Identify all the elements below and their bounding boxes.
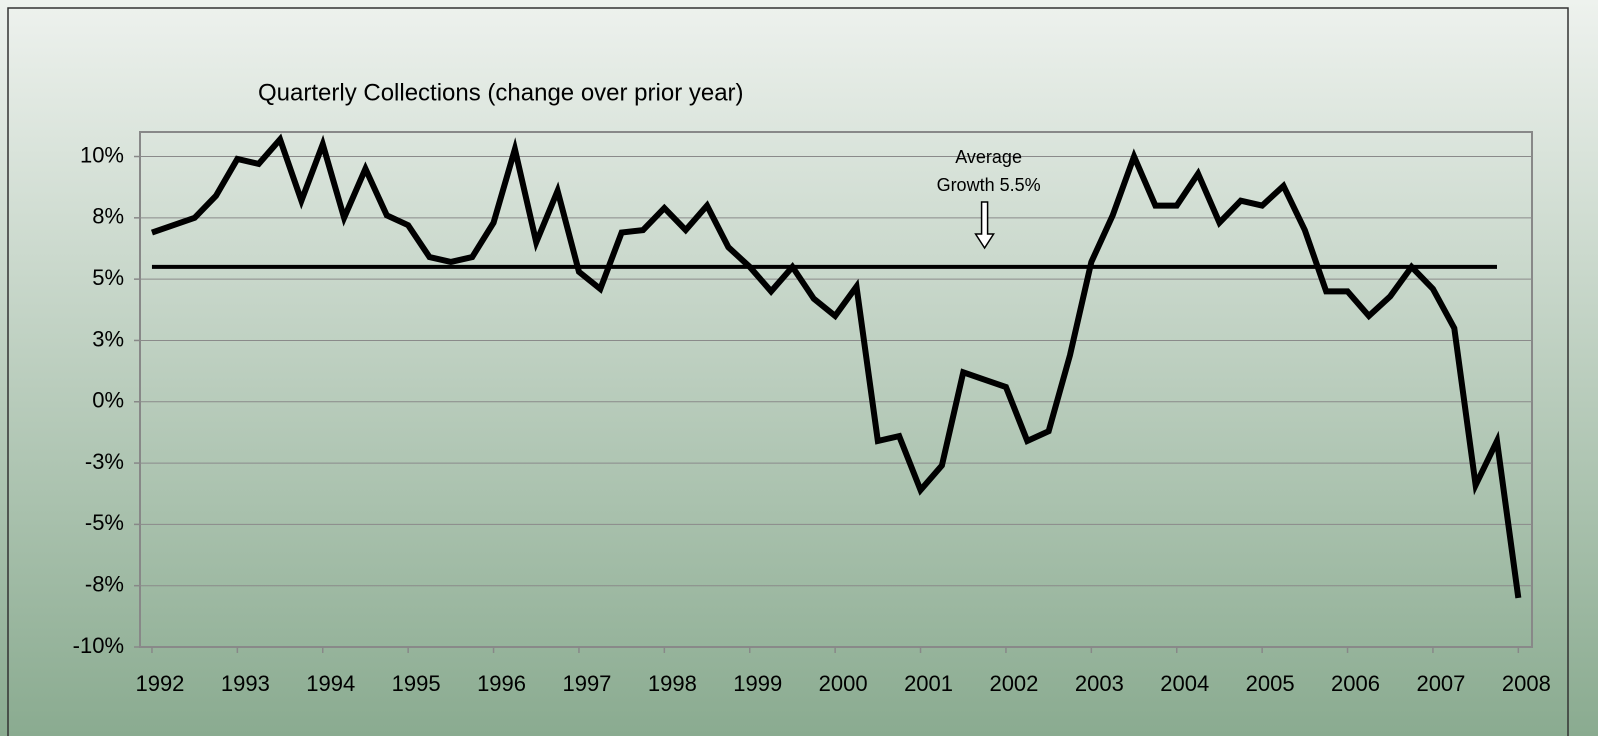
x-tick-label: 1996: [477, 671, 526, 696]
x-tick-label: 2007: [1416, 671, 1465, 696]
y-tick-label: -8%: [85, 572, 124, 597]
x-tick-label: 1993: [221, 671, 270, 696]
x-tick-label: 2008: [1502, 671, 1551, 696]
x-tick-label: 1994: [306, 671, 355, 696]
slide-frame: [7, 7, 1569, 741]
x-tick-label: 1999: [733, 671, 782, 696]
y-tick-label: 5%: [92, 265, 124, 290]
y-tick-label: -10%: [73, 633, 124, 658]
y-tick-label: -5%: [85, 510, 124, 535]
x-tick-label: 2006: [1331, 671, 1380, 696]
annotation-arrow: [974, 201, 995, 250]
y-tick-label: 3%: [92, 326, 124, 351]
y-tick-label: 0%: [92, 388, 124, 413]
y-tick-label: 10%: [80, 142, 124, 167]
annotation: Growth 5.5%: [937, 175, 1041, 195]
y-tick-label: -3%: [85, 449, 124, 474]
data-line: [150, 133, 1522, 599]
x-tick-label: 1995: [392, 671, 441, 696]
x-tick-label: 2002: [989, 671, 1038, 696]
x-tick-label: 2000: [819, 671, 868, 696]
x-tick-label: 1992: [135, 671, 184, 696]
x-tick-label: 1998: [648, 671, 697, 696]
x-tick-label: 2005: [1246, 671, 1295, 696]
x-tick-label: 2001: [904, 671, 953, 696]
x-tick-label: 2004: [1160, 671, 1209, 696]
x-tick-label: 2003: [1075, 671, 1124, 696]
chart-title: Quarterly Collections (change over prior…: [258, 79, 744, 106]
y-tick-label: 8%: [92, 204, 124, 229]
x-tick-label: 1997: [562, 671, 611, 696]
annotation: Average: [955, 147, 1022, 167]
